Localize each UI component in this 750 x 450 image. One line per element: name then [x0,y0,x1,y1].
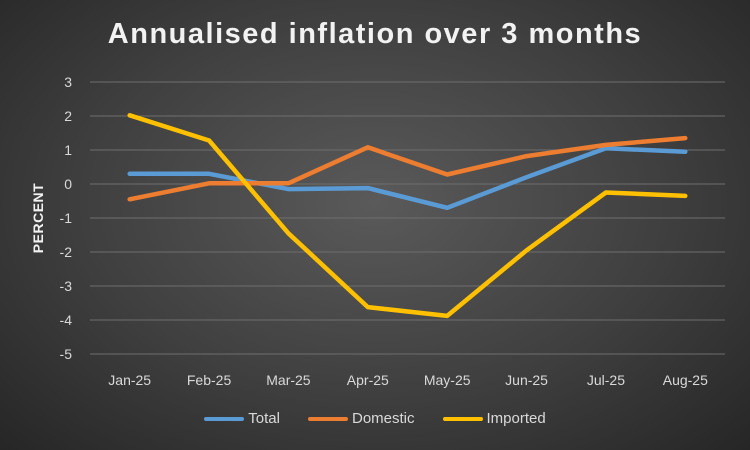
legend-swatch [307,416,348,421]
x-tick-label: Apr-25 [347,372,389,388]
y-tick-label: -5 [60,346,73,362]
chart-title: Annualised inflation over 3 months [107,18,643,50]
x-tick-label: Jul-25 [587,372,625,388]
series-lines [127,113,688,319]
y-tick-label: -1 [60,210,73,226]
y-tick-label: 3 [64,74,72,90]
y-tick-label: 0 [64,176,72,192]
x-tick-label: May-25 [424,372,471,388]
x-tick-label: Jan-25 [108,372,151,388]
y-axis-ticks: 3 2 1 0 -1 -2 -3 -4 -5 [60,74,73,362]
x-tick-label: Jun-25 [505,372,548,388]
legend-item-imported: Imported [442,410,546,427]
x-tick-label: Aug-25 [663,372,708,388]
legend-label: Imported [486,410,546,427]
legend-swatch [442,416,483,421]
y-tick-label: 2 [64,108,72,124]
y-tick-label: -4 [60,312,73,328]
x-axis-ticks: Jan-25 Feb-25 Mar-25 Apr-25 May-25 Jun-25 Jul-… [108,372,708,388]
legend-item-domestic: Domestic [307,410,415,427]
legend-swatch [204,416,245,421]
series-line-imported [127,113,688,319]
series-line-domestic [127,135,688,202]
y-tick-label: -3 [60,278,73,294]
series-line-total [127,146,688,211]
x-tick-label: Mar-25 [266,372,311,388]
y-tick-label: -2 [60,244,73,260]
legend-label: Domestic [351,410,415,427]
y-tick-label: 1 [64,142,72,158]
legend-item-total: Total [204,410,280,427]
legend: Total Domestic Imported [0,410,750,427]
legend-label: Total [248,410,280,427]
x-tick-label: Feb-25 [187,372,232,388]
